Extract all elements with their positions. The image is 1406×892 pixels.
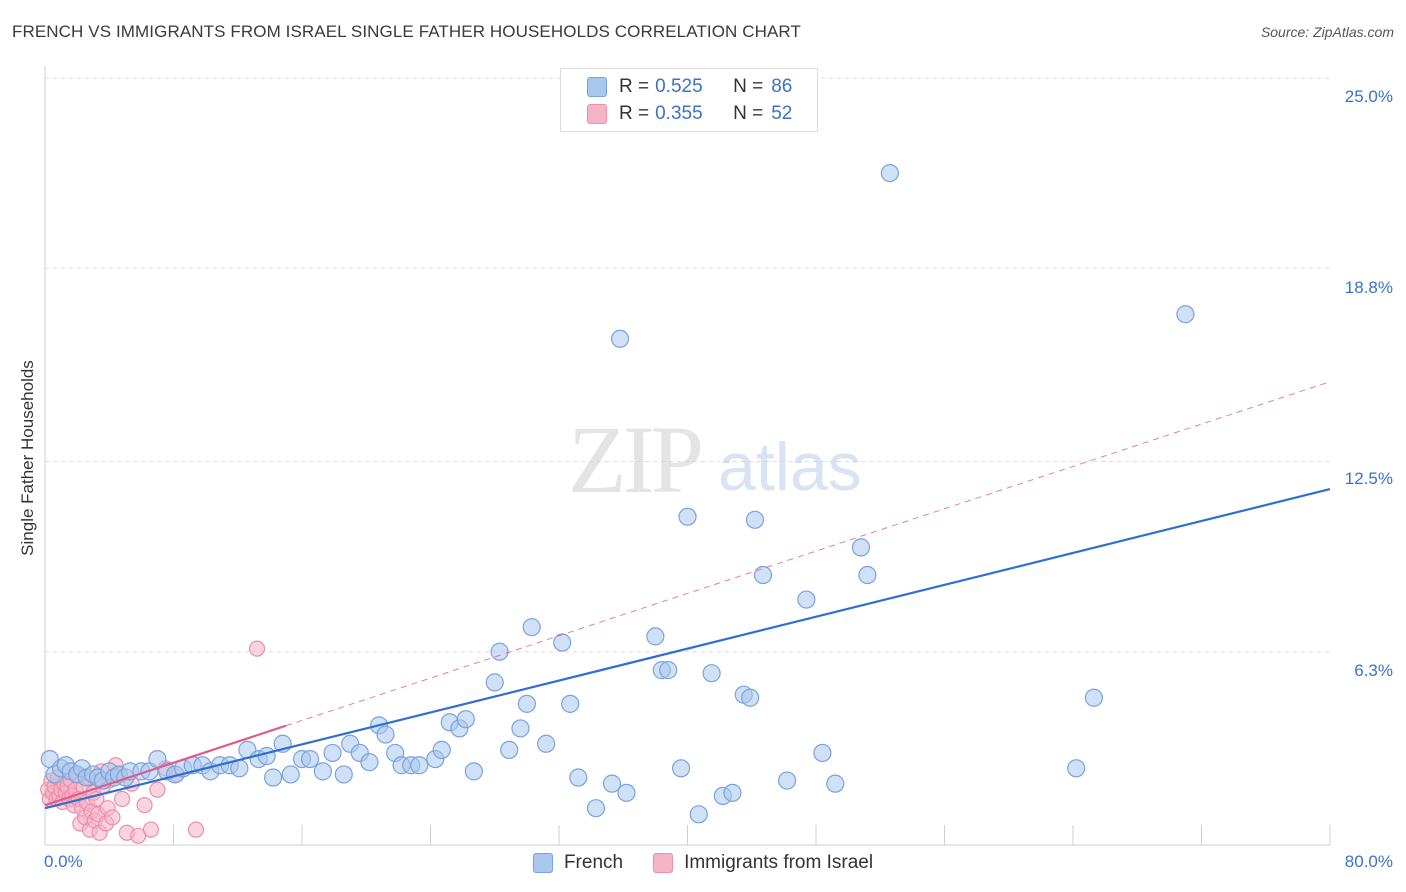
n-label: N = — [733, 76, 764, 97]
french-point — [702, 664, 721, 683]
french-point — [1067, 759, 1086, 778]
french-point — [753, 565, 773, 585]
french-point — [602, 774, 622, 793]
n-label: N = — [733, 103, 764, 124]
french-point — [456, 710, 475, 729]
legend-item-israel[interactable]: Immigrants from Israel — [653, 852, 873, 874]
israel-point — [113, 790, 131, 808]
chart-title: FRENCH VS IMMIGRANTS FROM ISRAEL SINGLE … — [12, 22, 801, 41]
french-point — [880, 164, 899, 183]
french-point — [646, 627, 665, 646]
french-point — [813, 743, 832, 763]
french-point — [1176, 305, 1195, 324]
french-point — [323, 743, 342, 763]
source-label: Source: ZipAtlas.com — [1260, 24, 1394, 40]
y-tick-label: 25.0% — [1344, 87, 1393, 106]
n-value: 86 — [771, 76, 793, 97]
french-trendline — [44, 488, 1331, 810]
trendlines — [44, 381, 1331, 810]
french-point — [741, 688, 760, 707]
french-point — [826, 774, 845, 793]
israel-trendline-dashed — [285, 381, 1331, 727]
french-point — [464, 762, 483, 781]
french-point — [313, 762, 332, 781]
watermark-zip: ZIP — [568, 406, 701, 513]
israel-point — [248, 640, 266, 657]
y-tick-label: 18.8% — [1344, 278, 1393, 297]
israel-swatch — [653, 853, 674, 873]
french-point — [678, 507, 697, 526]
watermark-atlas: atlas — [718, 429, 862, 505]
french-point — [263, 768, 283, 787]
french-point — [617, 783, 636, 802]
french-point — [797, 590, 816, 609]
french-point — [1084, 688, 1103, 707]
french-point — [553, 633, 572, 652]
french-point — [281, 765, 300, 784]
french-point — [334, 765, 353, 784]
french-point — [517, 694, 536, 713]
french-point — [360, 753, 379, 772]
legend-row-israel: R = 0.355 N = 52 — [587, 102, 792, 126]
y-tick-label: 6.3% — [1354, 661, 1393, 680]
x-tick-label: 80.0% — [1344, 852, 1393, 871]
axes — [44, 66, 1331, 846]
french-swatch — [587, 77, 607, 97]
french-point — [723, 783, 742, 802]
legend-label: French — [563, 852, 624, 873]
n-value: 52 — [771, 103, 793, 124]
israel-trendline-solid — [44, 724, 287, 807]
y-tick-label: 12.5% — [1344, 469, 1393, 488]
french-point — [858, 565, 877, 585]
israel-point — [136, 797, 153, 814]
r-label: R = — [619, 76, 650, 97]
french-point — [561, 694, 580, 713]
israel-swatch — [587, 104, 607, 124]
israel-point — [149, 781, 166, 798]
french-point — [511, 719, 530, 738]
watermark: ZIP atlas — [568, 406, 862, 513]
israel-points — [40, 640, 266, 844]
french-point — [745, 510, 765, 529]
legend-row-french: R = 0.525 N = 86 — [587, 75, 792, 99]
grid-lines — [45, 77, 1330, 653]
french-point — [257, 746, 276, 766]
israel-point — [104, 809, 121, 826]
correlation-legend: R = 0.525 N = 86 R = 0.355 N = 52 — [560, 68, 818, 132]
series-legend: French Immigrants from Israel — [0, 852, 1406, 874]
french-point — [490, 642, 509, 661]
r-label: R = — [619, 103, 650, 124]
french-point — [300, 749, 320, 769]
israel-point — [130, 827, 147, 844]
french-point — [485, 673, 504, 692]
r-value: 0.525 — [655, 76, 703, 97]
r-value: 0.355 — [655, 103, 703, 124]
x-tick-label: 0.0% — [44, 852, 83, 871]
french-point — [537, 734, 556, 753]
french-point — [432, 740, 451, 759]
y-axis-label: Single Father Households — [18, 360, 37, 556]
french-points — [40, 164, 1195, 824]
french-point — [659, 661, 678, 680]
legend-item-french[interactable]: French — [532, 852, 624, 874]
french-point — [522, 618, 541, 637]
french-point — [586, 799, 606, 818]
legend-label: Immigrants from Israel — [684, 852, 874, 873]
french-point — [410, 756, 429, 775]
french-point — [500, 740, 519, 759]
israel-point — [142, 821, 160, 838]
israel-point — [187, 821, 205, 838]
french-point — [689, 805, 708, 824]
french-point — [610, 329, 630, 348]
french-point — [671, 759, 691, 778]
french-point — [777, 771, 797, 790]
french-point — [569, 768, 588, 787]
french-point — [851, 538, 871, 557]
french-point — [376, 725, 395, 744]
french-swatch — [532, 853, 553, 873]
